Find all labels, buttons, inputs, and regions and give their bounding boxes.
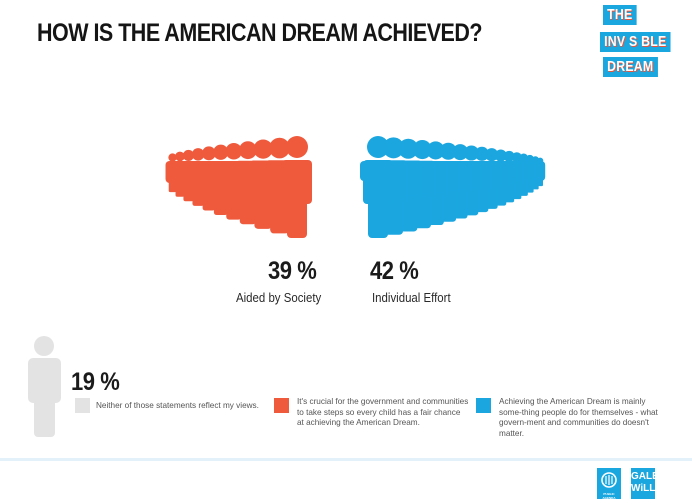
neither-legend-swatch: [75, 398, 90, 413]
figure-head: [175, 151, 185, 162]
neither-figure: [28, 336, 61, 437]
figure-legs: [399, 195, 418, 232]
figure-legs: [512, 180, 522, 200]
invisible-dream-logo: THE INV S BLE DREAM: [593, 2, 692, 82]
figure-legs: [495, 183, 507, 206]
society-figures: [165, 136, 312, 238]
figure-legs: [427, 192, 444, 226]
figure-legs: [413, 193, 431, 229]
figure-legs: [383, 196, 404, 235]
figure-legs: [213, 187, 228, 216]
figure-body: [28, 358, 61, 403]
neither-percentage: 19 %: [71, 368, 120, 396]
figure-legs: [34, 396, 55, 437]
figure-legs: [270, 195, 289, 234]
individual-figures: [360, 136, 546, 238]
figure-head: [253, 139, 273, 159]
individual-percentage: 42 %: [370, 257, 419, 285]
society-legend-swatch: [274, 398, 289, 413]
footer-divider: [0, 458, 692, 461]
figure-legs: [485, 185, 498, 209]
logo-line-3: DREAM: [603, 57, 658, 77]
society-figure: [265, 137, 294, 234]
gale-will-line-1: GALE: [631, 471, 659, 482]
figure-legs: [226, 189, 242, 220]
figure-head: [382, 137, 404, 159]
individual-label: Individual Effort: [372, 290, 451, 305]
figure-legs: [287, 198, 307, 238]
gale-will-line-2: WiLL: [631, 483, 656, 494]
figure-head: [269, 137, 290, 159]
public-agenda-logo: PUBLIC AGENDA: [597, 468, 621, 500]
figure-head: [238, 141, 257, 160]
gale-will-logo: GALE WiLL: [631, 468, 659, 499]
individual-legend-text: Achieving the American Dream is mainly s…: [499, 397, 658, 438]
figure-legs: [254, 193, 272, 229]
figure-legs: [440, 190, 457, 222]
figure-head: [439, 142, 457, 160]
figure-legs: [368, 198, 388, 238]
figure-head: [426, 141, 445, 160]
figure-head: [34, 336, 54, 356]
figure-head: [191, 148, 205, 161]
individual-legend-swatch: [476, 398, 491, 413]
figure-head: [213, 144, 229, 160]
logo-line-1: THE: [603, 5, 637, 25]
public-agenda-text: PUBLIC AGENDA: [602, 492, 616, 500]
neither-legend-text: Neither of those statements reflect my v…: [96, 401, 259, 410]
pictograph-chart: [28, 136, 546, 437]
public-agenda-emblem-icon: [601, 472, 617, 488]
figure-body: [282, 160, 312, 204]
figure-legs: [464, 187, 479, 216]
figure-body: [363, 160, 393, 204]
neither-person: [28, 336, 61, 437]
society-label: Aided by Society: [236, 290, 322, 305]
figure-legs: [192, 183, 204, 206]
figure-head: [398, 138, 419, 159]
society-legend-text: It's crucial for the government and comm…: [297, 397, 469, 427]
figure-legs: [504, 182, 515, 203]
figure-head: [367, 136, 389, 158]
society-figure: [282, 136, 312, 238]
figure-head: [286, 136, 308, 158]
figure-head: [412, 140, 432, 160]
individual-figure: [363, 136, 393, 238]
figure-head: [168, 153, 177, 162]
page-title: HOW IS THE AMERICAN DREAM ACHIEVED?: [37, 19, 483, 47]
society-percentage: 39 %: [268, 257, 317, 285]
figure-legs: [475, 186, 489, 213]
figure-legs: [452, 189, 468, 219]
figure-head: [201, 146, 216, 161]
figure-head: [225, 142, 243, 160]
figure-legs: [202, 185, 216, 211]
figure-head: [182, 149, 195, 161]
logo-line-2: INV S BLE: [600, 32, 671, 52]
figure-legs: [239, 191, 257, 225]
